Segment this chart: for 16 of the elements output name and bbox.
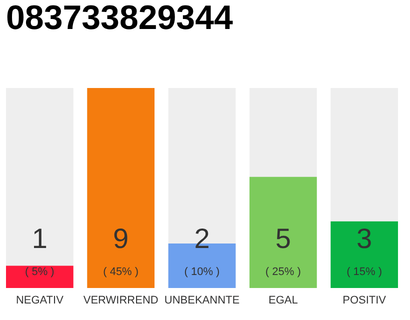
annotation: ( 25% ) [265, 266, 301, 278]
bar [6, 266, 74, 288]
data-label: 1 [32, 223, 48, 254]
data-label: 5 [275, 223, 291, 254]
x-tick-label: UNBEKANNTE [164, 294, 240, 306]
annotation: ( 5% ) [25, 266, 54, 278]
data-label: 9 [113, 223, 129, 254]
annotation: ( 45% ) [103, 266, 139, 278]
x-tick-label: NEGATIV [16, 294, 64, 306]
chart-title: 083733829344 [6, 0, 233, 37]
annotation: ( 10% ) [184, 266, 220, 278]
x-tick-label: VERWIRREND [83, 294, 158, 306]
x-tick-label: EGAL [268, 294, 298, 306]
x-tick-label: POSITIV [342, 294, 387, 306]
annotation: ( 15% ) [346, 266, 382, 278]
data-label: 3 [356, 223, 372, 254]
